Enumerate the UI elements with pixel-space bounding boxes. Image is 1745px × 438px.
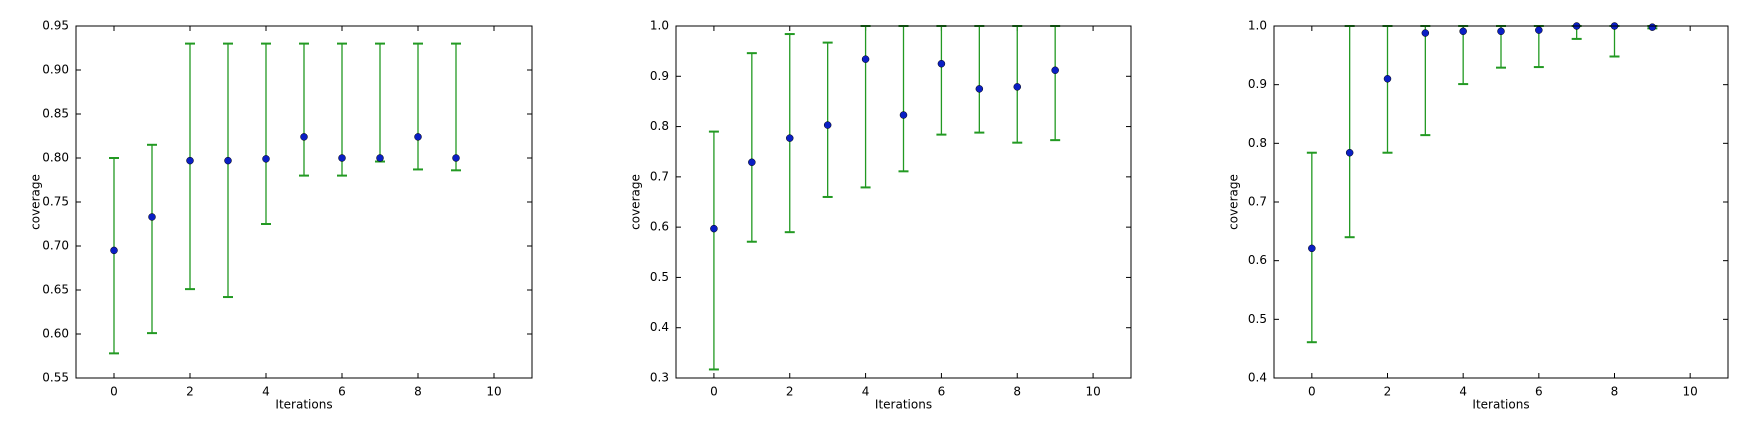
y-tick-label: 0.75 xyxy=(42,195,69,209)
x-tick-label: 8 xyxy=(1611,385,1619,399)
x-tick-label: 8 xyxy=(1013,385,1021,399)
x-tick-label: 6 xyxy=(338,385,346,399)
x-tick-label: 2 xyxy=(786,385,794,399)
point xyxy=(376,154,384,162)
point xyxy=(1648,23,1657,31)
x-tick-label: 4 xyxy=(262,385,270,399)
y-tick-label: 0.85 xyxy=(42,107,69,121)
point xyxy=(452,154,460,162)
y-tick-label: 0.60 xyxy=(42,327,69,341)
x-tick-label: 6 xyxy=(1535,385,1543,399)
y-tick-label: 0.65 xyxy=(42,283,69,297)
y-tick-label: 0.9 xyxy=(1248,77,1267,91)
x-tick-label: 0 xyxy=(110,385,118,399)
y-tick-label: 0.6 xyxy=(1248,253,1267,267)
x-axis-label: Iterations xyxy=(275,398,332,412)
y-tick-label: 0.9 xyxy=(650,69,669,83)
x-tick-label: 6 xyxy=(938,385,946,399)
x-tick-label: 10 xyxy=(486,385,501,399)
point xyxy=(1013,83,1021,91)
y-tick-label: 0.55 xyxy=(42,371,69,385)
x-tick-label: 4 xyxy=(862,385,870,399)
x-tick-label: 0 xyxy=(1308,385,1316,399)
point xyxy=(861,55,870,63)
point xyxy=(224,156,232,165)
y-tick-label: 0.3 xyxy=(650,371,669,385)
y-tick-label: 0.4 xyxy=(650,320,669,334)
x-axis-label: Iterations xyxy=(1472,398,1529,412)
y-tick-label: 1.0 xyxy=(1248,19,1267,33)
x-tick-label: 8 xyxy=(414,385,422,399)
point xyxy=(262,155,270,163)
point xyxy=(148,213,156,221)
x-tick-label: 4 xyxy=(1459,385,1467,399)
x-tick-label: 2 xyxy=(1384,385,1392,399)
y-tick-label: 0.80 xyxy=(42,151,69,165)
x-axis-label: Iterations xyxy=(875,398,932,412)
point xyxy=(823,121,832,129)
point xyxy=(1308,244,1316,253)
x-tick-label: 2 xyxy=(186,385,194,399)
x-tick-label: 10 xyxy=(1085,385,1100,399)
y-tick-label: 0.5 xyxy=(1248,312,1267,326)
y-tick-label: 0.7 xyxy=(650,169,669,183)
point xyxy=(748,158,756,167)
y-tick-label: 0.70 xyxy=(42,239,69,253)
point xyxy=(186,156,194,165)
point xyxy=(1345,148,1354,157)
x-tick-label: 0 xyxy=(710,385,718,399)
y-tick-label: 0.95 xyxy=(42,19,69,33)
y-tick-label: 1.0 xyxy=(650,19,669,33)
y-axis-label: coverage xyxy=(29,174,43,230)
y-tick-label: 0.7 xyxy=(1248,195,1267,209)
point xyxy=(110,246,118,255)
y-axis-label: coverage xyxy=(1227,174,1241,230)
point xyxy=(1421,29,1430,37)
axes-frame xyxy=(675,25,1132,379)
point xyxy=(300,133,308,141)
point xyxy=(710,224,718,233)
point xyxy=(975,85,984,93)
point xyxy=(414,133,422,141)
point xyxy=(899,111,908,119)
y-tick-label: 0.8 xyxy=(1248,136,1267,150)
point xyxy=(786,134,794,142)
point xyxy=(1459,27,1467,36)
point xyxy=(338,154,346,162)
axes-frame xyxy=(75,25,533,379)
y-tick-label: 0.4 xyxy=(1248,371,1267,385)
y-axis-label: coverage xyxy=(629,174,643,230)
x-tick-label: 10 xyxy=(1683,385,1698,399)
point xyxy=(1535,26,1543,34)
point xyxy=(1383,75,1392,83)
y-tick-label: 0.90 xyxy=(42,63,69,77)
point xyxy=(1051,66,1059,75)
point xyxy=(937,59,946,68)
y-tick-label: 0.5 xyxy=(650,270,669,284)
y-tick-label: 0.6 xyxy=(650,220,669,234)
axes-frame xyxy=(1273,25,1729,379)
point xyxy=(1497,27,1505,36)
y-tick-label: 0.8 xyxy=(650,119,669,133)
